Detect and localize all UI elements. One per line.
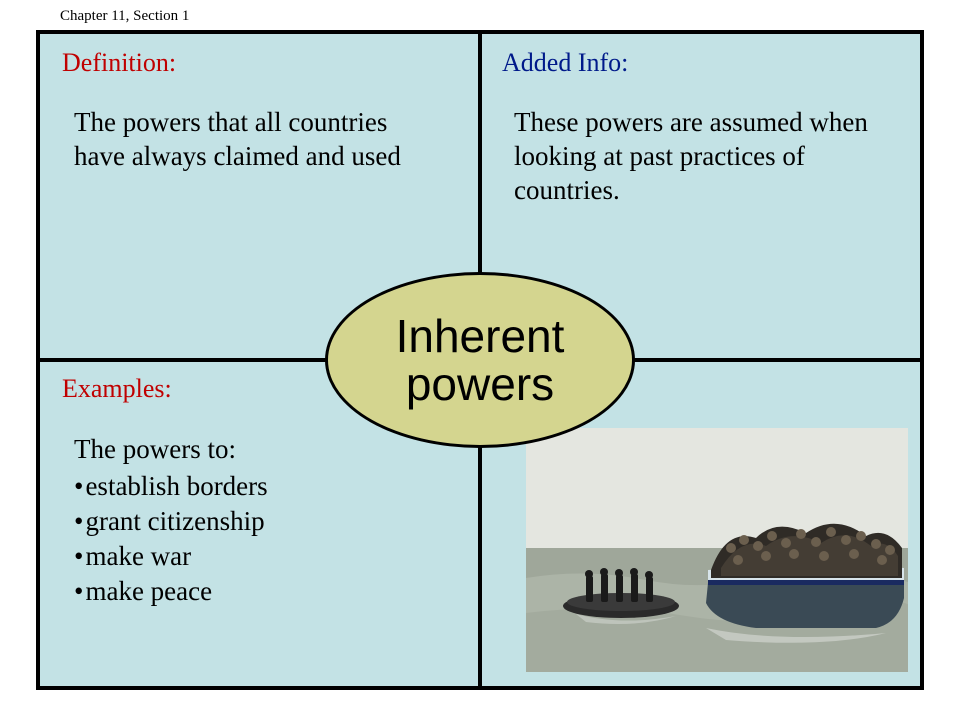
added-info-text: These powers are assumed when looking at… [502, 106, 898, 207]
examples-intro: The powers to: [74, 432, 458, 467]
center-line1: Inherent [396, 310, 565, 362]
center-line2: powers [406, 358, 554, 410]
definition-text: The powers that all countries have alway… [62, 106, 458, 174]
boat-illustration [526, 428, 908, 672]
frayer-frame: Definition: The powers that all countrie… [36, 30, 924, 690]
label-added-info: Added Info: [502, 48, 898, 78]
center-term-oval: Inherent powers [325, 272, 635, 448]
picture-area [526, 428, 908, 672]
chapter-header: Chapter 11, Section 1 [60, 8, 189, 25]
example-item: make peace [74, 574, 458, 609]
examples-list: The powers to: establish borders grant c… [62, 432, 458, 609]
label-definition: Definition: [62, 48, 458, 78]
example-item: make war [74, 539, 458, 574]
example-item: grant citizenship [74, 504, 458, 539]
example-item: establish borders [74, 469, 458, 504]
center-term: Inherent powers [396, 312, 565, 409]
